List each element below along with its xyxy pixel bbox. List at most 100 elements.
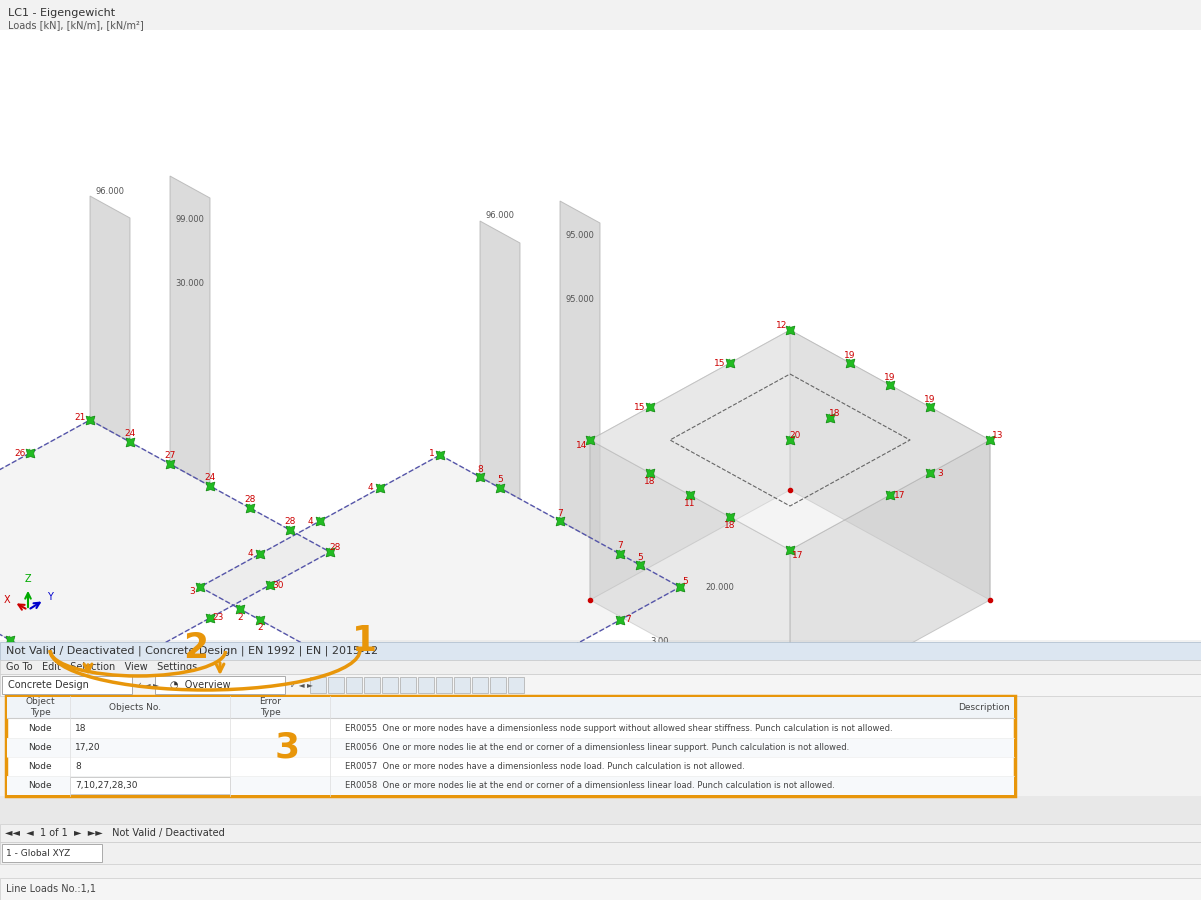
- Text: 20.000: 20.000: [705, 582, 735, 591]
- Text: 28: 28: [285, 518, 295, 526]
- Text: 1 - Global XYZ: 1 - Global XYZ: [6, 849, 70, 858]
- Text: Node: Node: [28, 762, 52, 771]
- Text: 28: 28: [244, 496, 256, 505]
- Text: Object
Type: Object Type: [25, 698, 55, 716]
- Text: ✓ ◄ ►: ✓ ◄ ►: [289, 680, 313, 689]
- Bar: [155, 676, 285, 694]
- Text: 29: 29: [153, 646, 163, 655]
- Text: Z: Z: [25, 574, 31, 584]
- Text: 96.000: 96.000: [485, 212, 514, 220]
- Text: 14: 14: [576, 440, 587, 449]
- Bar: [6, 696, 1015, 796]
- Text: 20: 20: [789, 430, 801, 439]
- Text: 7: 7: [626, 616, 631, 625]
- Text: 95.000: 95.000: [566, 231, 594, 240]
- Bar: [0, 824, 1201, 842]
- Bar: [7, 697, 1014, 719]
- Text: 17: 17: [793, 551, 803, 560]
- Text: ER0057  One or more nodes have a dimensionless node load. Punch calculation is n: ER0057 One or more nodes have a dimensio…: [345, 762, 745, 771]
- Text: 21: 21: [74, 413, 85, 422]
- Text: 1: 1: [429, 448, 435, 457]
- Text: 3: 3: [275, 731, 299, 765]
- Polygon shape: [590, 330, 990, 550]
- Text: 7: 7: [617, 542, 623, 551]
- Text: 99.000: 99.000: [175, 214, 204, 223]
- Polygon shape: [560, 201, 600, 543]
- Text: 10: 10: [562, 649, 574, 658]
- Text: Go To   Edit   Selection   View   Settings: Go To Edit Selection View Settings: [6, 662, 197, 672]
- Text: 5: 5: [497, 475, 503, 484]
- Text: 11: 11: [685, 499, 695, 508]
- Bar: [0, 796, 1201, 824]
- Text: 96.000: 96.000: [96, 186, 125, 195]
- Polygon shape: [590, 330, 790, 600]
- Polygon shape: [90, 196, 130, 442]
- Text: 2: 2: [237, 613, 243, 622]
- Text: 9: 9: [398, 700, 402, 709]
- Text: 13: 13: [992, 430, 1004, 439]
- Bar: [418, 677, 434, 693]
- Polygon shape: [480, 221, 520, 499]
- Bar: [346, 677, 362, 693]
- Text: 18: 18: [644, 476, 656, 485]
- Text: 19: 19: [925, 394, 936, 403]
- Bar: [508, 677, 524, 693]
- Text: 3: 3: [189, 588, 195, 597]
- Text: 7: 7: [557, 508, 563, 518]
- Text: ◔  Overview: ◔ Overview: [171, 680, 231, 690]
- Text: LC1 - Eigengewicht: LC1 - Eigengewicht: [8, 8, 115, 18]
- Text: 95.000: 95.000: [566, 295, 594, 304]
- Text: 17,20: 17,20: [74, 743, 101, 752]
- Text: Loads [kN], [kN/m], [kN/m²]: Loads [kN], [kN/m], [kN/m²]: [8, 20, 144, 30]
- Text: Node: Node: [28, 743, 52, 752]
- Bar: [7, 776, 1014, 795]
- Text: 19: 19: [844, 350, 856, 359]
- Text: 1: 1: [352, 624, 377, 658]
- Text: 7,10,27,28,30: 7,10,27,28,30: [74, 781, 137, 790]
- Bar: [2, 676, 132, 694]
- Text: 14: 14: [795, 708, 806, 717]
- Text: 29: 29: [44, 665, 55, 674]
- Text: 9: 9: [442, 719, 448, 728]
- Text: ◄◄  ◄  1 of 1  ►  ►►   Not Valid / Deactivated: ◄◄ ◄ 1 of 1 ► ►► Not Valid / Deactivated: [5, 828, 225, 838]
- Text: 3: 3: [937, 469, 943, 478]
- Text: 4: 4: [307, 517, 312, 526]
- Bar: [0, 878, 1201, 900]
- Bar: [0, 674, 1201, 696]
- Text: 2: 2: [257, 624, 263, 633]
- Text: 2: 2: [317, 656, 323, 665]
- Bar: [70, 777, 231, 794]
- Bar: [2, 844, 102, 862]
- Bar: [0, 30, 1201, 640]
- Text: 3.00: 3.00: [651, 637, 669, 646]
- Bar: [472, 677, 488, 693]
- Bar: [0, 642, 1201, 660]
- Polygon shape: [201, 455, 680, 719]
- Bar: [0, 842, 1201, 864]
- Bar: [436, 677, 452, 693]
- Text: 24: 24: [204, 473, 216, 482]
- Text: Error
Type: Error Type: [259, 698, 281, 716]
- Text: 18: 18: [74, 724, 86, 733]
- Text: 5: 5: [682, 578, 688, 587]
- Text: 8: 8: [477, 464, 483, 473]
- Bar: [328, 677, 343, 693]
- Text: Node: Node: [28, 724, 52, 733]
- Text: Y: Y: [47, 592, 53, 602]
- Bar: [454, 677, 470, 693]
- Bar: [382, 677, 398, 693]
- Text: 4: 4: [247, 550, 253, 559]
- Text: 12: 12: [776, 320, 788, 329]
- Bar: [7, 738, 1014, 757]
- Polygon shape: [790, 440, 990, 710]
- Text: 9: 9: [506, 681, 510, 690]
- Text: 30: 30: [273, 580, 283, 590]
- Bar: [490, 677, 506, 693]
- Text: Description: Description: [958, 703, 1010, 712]
- Text: 5: 5: [637, 553, 643, 562]
- Text: 2: 2: [377, 689, 383, 698]
- Text: ✓ ◄ ►: ✓ ◄ ►: [136, 680, 159, 689]
- Text: 15: 15: [634, 402, 646, 411]
- Text: Node: Node: [28, 781, 52, 790]
- Text: Concrete Design: Concrete Design: [8, 680, 89, 690]
